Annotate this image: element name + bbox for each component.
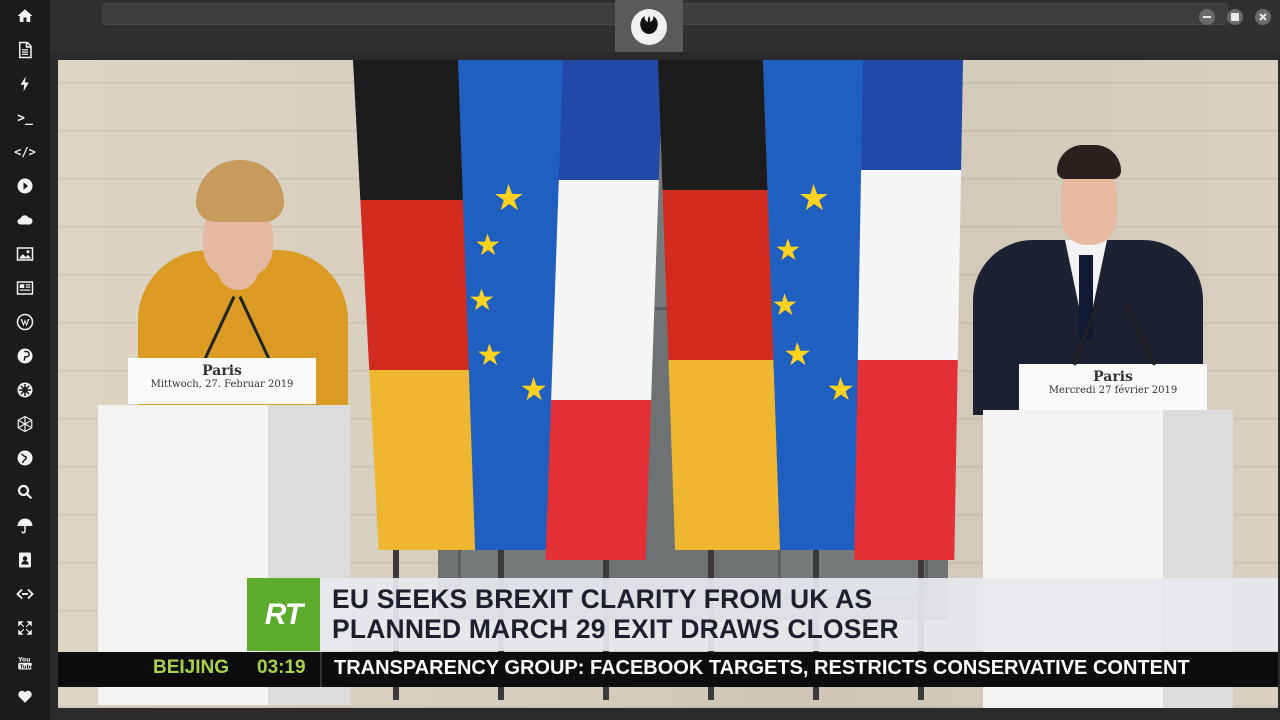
rt-logo: RT [247, 578, 320, 651]
right-placard: Paris Mercredi 27 février 2019 [1019, 364, 1207, 410]
terminal-icon[interactable]: >_ [13, 106, 37, 130]
news-ticker: BEIJING 03:19 TRANSPARENCY GROUP: FACEBO… [58, 652, 1278, 687]
rt-logo-text: RT [264, 597, 303, 631]
settings-wheel-icon[interactable] [13, 378, 37, 402]
close-icon[interactable] [1255, 9, 1271, 25]
svg-text:★: ★ [468, 283, 496, 318]
maximize-icon[interactable] [1227, 9, 1243, 25]
svg-text:★: ★ [519, 370, 549, 408]
left-placard-city: Paris [202, 363, 242, 379]
globe-icon[interactable] [13, 446, 37, 470]
right-placard-city: Paris [1093, 369, 1133, 385]
ticker-time: 03:19 [257, 657, 306, 678]
code-glyph: </> [14, 145, 36, 159]
home-icon[interactable] [13, 4, 37, 28]
cloud-icon[interactable] [13, 208, 37, 232]
svg-text:★: ★ [474, 228, 502, 263]
svg-text:You: You [17, 656, 30, 663]
svg-text:★: ★ [826, 370, 856, 408]
left-placard: Paris Mittwoch, 27. Februar 2019 [128, 358, 316, 404]
code-fork-icon[interactable] [13, 582, 37, 606]
rebel-alliance-logo-icon[interactable] [631, 9, 667, 45]
ticker-city: BEIJING [153, 657, 230, 678]
eu-flag-2: ★ ★ ★ ★ ★ [763, 60, 881, 550]
minimize-icon[interactable] [1199, 9, 1215, 25]
video-player[interactable]: ★ ★ ★ ★ ★ ★ ★ ★ ★ ★ [58, 60, 1278, 708]
flash-icon[interactable] [13, 72, 37, 96]
expand-icon[interactable] [13, 616, 37, 640]
terminal-glyph: >_ [17, 110, 33, 126]
french-flag-2 [854, 60, 963, 560]
headline-text: EU SEEKS BREXIT CLARITY FROM UK AS PLANN… [332, 584, 899, 644]
eu-flag: ★ ★ ★ ★ ★ [458, 60, 581, 550]
german-flag-2 [658, 60, 781, 560]
image-icon[interactable] [13, 242, 37, 266]
french-flag [545, 60, 663, 560]
svg-text:★: ★ [774, 233, 802, 268]
umbrella-icon[interactable] [13, 514, 37, 538]
search-icon[interactable] [13, 480, 37, 504]
svg-text:★: ★ [492, 178, 526, 219]
svg-text:★: ★ [476, 338, 504, 373]
svg-text:★: ★ [771, 288, 799, 323]
right-placard-date: Mercredi 27 février 2019 [1048, 385, 1178, 396]
pinterest-icon[interactable] [13, 344, 37, 368]
network-icon[interactable] [13, 412, 37, 436]
ticker-news: TRANSPARENCY GROUP: FACEBOOK TARGETS, RE… [334, 657, 1190, 679]
document-icon[interactable] [13, 38, 37, 62]
left-placard-date: Mittwoch, 27. Februar 2019 [150, 379, 294, 390]
wordpress-icon[interactable] [13, 310, 37, 334]
sidebar: >_ </> You Tube [0, 0, 50, 720]
newspaper-icon[interactable] [13, 276, 37, 300]
play-icon[interactable] [13, 174, 37, 198]
headline-banner [320, 578, 1278, 651]
ticker-divider [320, 652, 322, 687]
svg-text:★: ★ [783, 335, 813, 373]
heart-icon[interactable] [13, 684, 37, 708]
svg-text:Tube: Tube [20, 664, 34, 670]
svg-text:★: ★ [797, 178, 831, 219]
youtube-icon[interactable]: You Tube [13, 650, 37, 674]
contact-card-icon[interactable] [13, 548, 37, 572]
code-icon[interactable]: </> [13, 140, 37, 164]
